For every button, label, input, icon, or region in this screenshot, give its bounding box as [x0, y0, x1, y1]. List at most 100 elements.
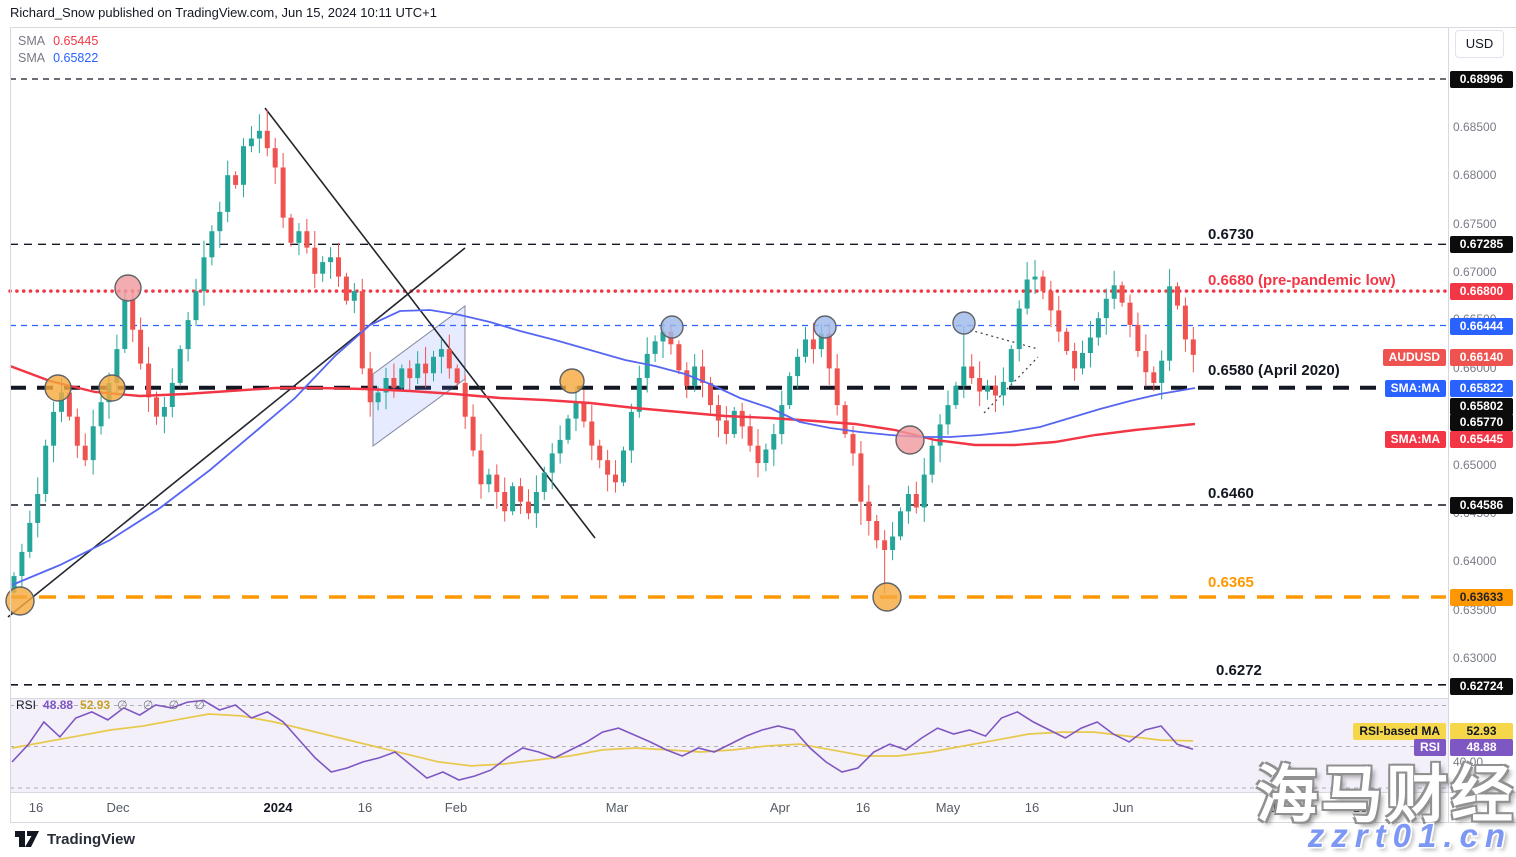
candle-body [541, 472, 547, 492]
pennant-dotted-line-1[interactable] [969, 329, 1039, 350]
candle-body [1032, 276, 1038, 280]
level-annotation[interactable]: 0.6272 [1216, 662, 1262, 679]
candle-body [1008, 349, 1014, 382]
candle-body [209, 231, 215, 258]
candle-body [122, 298, 128, 349]
time-axis-label: 16 [1352, 800, 1368, 815]
marker-circle-5[interactable] [559, 368, 585, 394]
candle-body [526, 501, 531, 514]
price-scale-tick: 0.65000 [1453, 458, 1497, 472]
marker-circle-1[interactable] [5, 586, 35, 616]
candle-body [573, 402, 579, 419]
candle-body [304, 231, 310, 248]
time-axis-label: Apr [769, 800, 791, 815]
trendline-1[interactable] [264, 107, 596, 539]
sma-50-line[interactable] [11, 309, 1196, 586]
candle-body [146, 363, 152, 398]
time-axis-label: 16 [1024, 800, 1040, 815]
level-annotation[interactable]: 0.6460 [1208, 485, 1254, 502]
level-annotation[interactable]: 0.6730 [1208, 226, 1254, 243]
candle-body [233, 175, 239, 185]
candle-body [154, 397, 159, 417]
candle-body [818, 333, 824, 350]
price-badge-66444: 0.66444 [1450, 317, 1513, 335]
price-badge-65802: 0.65802 [1450, 397, 1513, 415]
marker-circle-7[interactable] [813, 315, 837, 339]
candle-body [201, 257, 207, 292]
candle-body [446, 349, 452, 369]
time-axis[interactable]: 16 Dec 2024 16 Feb Mar Apr 16 May 16 Jun Jul 16 [0, 793, 1448, 822]
candle-body [320, 262, 326, 274]
marker-circle-3[interactable] [98, 374, 126, 402]
candle-body [510, 486, 516, 512]
marker-circle-4[interactable] [114, 274, 142, 302]
candle-body [296, 231, 302, 243]
candle-body [359, 291, 365, 369]
candle-body [66, 392, 72, 417]
candle-body [217, 211, 223, 232]
candle-body [565, 418, 571, 440]
candles-series[interactable] [11, 109, 1196, 595]
candle-body [59, 392, 64, 412]
marker-circle-6[interactable] [660, 315, 684, 339]
currency-button[interactable]: USD [1455, 30, 1504, 58]
candle-body [905, 494, 911, 512]
candle-body [1072, 351, 1078, 369]
candle-body [803, 339, 808, 357]
rsi-ma-value: 52.93 [80, 698, 111, 712]
sma1-label: SMA [18, 34, 46, 48]
candle-body [961, 366, 967, 386]
sma-legend-row-1[interactable]: SMA 0.65445 [18, 33, 98, 50]
level-annotation[interactable]: 0.6680 (pre-pandemic low) [1208, 272, 1396, 289]
rsi-ma-line[interactable] [11, 713, 1194, 767]
marker-circle-10[interactable] [952, 311, 976, 335]
level-annotation[interactable]: 0.6580 (April 2020) [1208, 362, 1340, 379]
candle-body [787, 376, 793, 406]
candle-body [1135, 324, 1141, 351]
candle-body [644, 353, 650, 378]
price-badge-63633: 0.63633 [1450, 588, 1513, 606]
rsi-line[interactable] [11, 699, 1194, 781]
candle-body [399, 368, 405, 388]
time-axis-label: Mar [605, 800, 629, 815]
candle-body [1167, 286, 1173, 361]
candle-body [462, 382, 468, 417]
price-scale[interactable]: 0.685000.680000.675000.670000.665000.660… [1450, 0, 1516, 857]
price-scale-tick: 0.63000 [1453, 651, 1497, 665]
sma-legend-row-2[interactable]: SMA 0.65822 [18, 50, 98, 67]
candle-body [343, 276, 349, 301]
tradingview-logo[interactable]: TradingView [14, 829, 135, 849]
sma2-label: SMA [18, 51, 46, 65]
price-badge-high-level: 0.68996 [1450, 70, 1513, 88]
candle-body [842, 405, 848, 435]
candle-body [288, 217, 294, 243]
sma1-value: 0.65445 [53, 34, 99, 48]
candle-body [486, 474, 492, 485]
trendline-2[interactable] [7, 247, 466, 618]
price-scale-tick: 0.68000 [1453, 168, 1497, 182]
sma-legend[interactable]: SMA 0.65445 SMA 0.65822 [18, 33, 98, 67]
sma-200-line[interactable] [9, 364, 1196, 447]
time-axis-label: 16 [855, 800, 871, 815]
candle-body [272, 148, 278, 168]
candle-body [375, 392, 381, 403]
marker-circle-8[interactable] [872, 582, 902, 612]
candle-body [700, 366, 706, 383]
rsi-legend[interactable]: RSI 48.88 52.93 ∅ ∅ ∅ ∅ [16, 698, 211, 712]
candle-body [27, 522, 33, 552]
candle-body [177, 349, 183, 383]
candle-body [193, 291, 199, 321]
candle-body [470, 416, 476, 451]
price-scale-tick: 0.63500 [1453, 603, 1497, 617]
candle-body [708, 382, 713, 406]
candle-body [19, 551, 25, 576]
level-annotation[interactable]: 0.6365 [1208, 574, 1254, 591]
candle-body [605, 460, 611, 475]
candle-body [850, 434, 856, 454]
candle-body [248, 138, 254, 147]
price-scale-tick: 0.67500 [1453, 217, 1497, 231]
marker-circle-2[interactable] [44, 374, 72, 402]
marker-circle-9[interactable] [895, 425, 925, 455]
candle-body [621, 450, 626, 483]
